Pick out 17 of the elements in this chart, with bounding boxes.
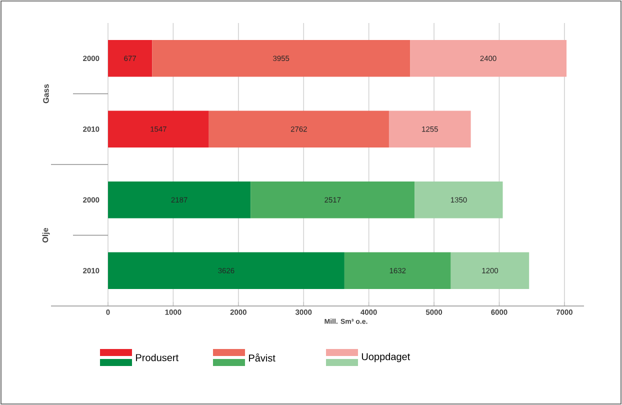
- bar: [344, 252, 451, 290]
- bar: [450, 252, 530, 290]
- bar: [414, 181, 503, 218]
- text: Gass: [43, 84, 49, 104]
- bar: [152, 40, 410, 77]
- bar: [208, 110, 389, 148]
- bar: [108, 252, 344, 290]
- text: Olje: [42, 228, 50, 242]
- bar: [410, 40, 567, 77]
- legend-label: Produsert: [136, 354, 178, 362]
- legend-label: Uoppdaget: [362, 352, 410, 362]
- bar: [108, 181, 251, 218]
- bar: [108, 110, 209, 148]
- legend-label: Påvist: [249, 353, 276, 362]
- bar: [250, 181, 415, 218]
- bar: [108, 40, 152, 77]
- bar: [388, 110, 471, 148]
